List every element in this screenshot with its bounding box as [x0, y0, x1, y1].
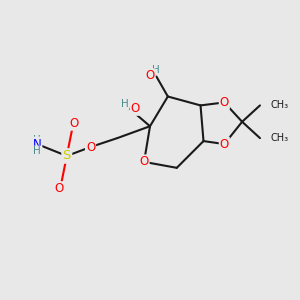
Text: O: O — [220, 96, 229, 109]
Text: CH₃: CH₃ — [270, 100, 289, 110]
Text: H: H — [152, 65, 160, 75]
Text: O: O — [130, 102, 140, 115]
Text: H: H — [33, 135, 41, 145]
Text: O: O — [70, 117, 79, 130]
Text: S: S — [63, 149, 71, 162]
Text: O: O — [55, 182, 64, 195]
Text: O: O — [140, 155, 149, 168]
Text: H: H — [121, 99, 129, 109]
Text: O: O — [86, 140, 95, 154]
Text: H: H — [33, 146, 41, 157]
Text: CH₃: CH₃ — [270, 133, 289, 143]
Text: O: O — [146, 69, 154, 82]
Text: O: O — [220, 138, 229, 151]
Text: N: N — [33, 138, 41, 151]
